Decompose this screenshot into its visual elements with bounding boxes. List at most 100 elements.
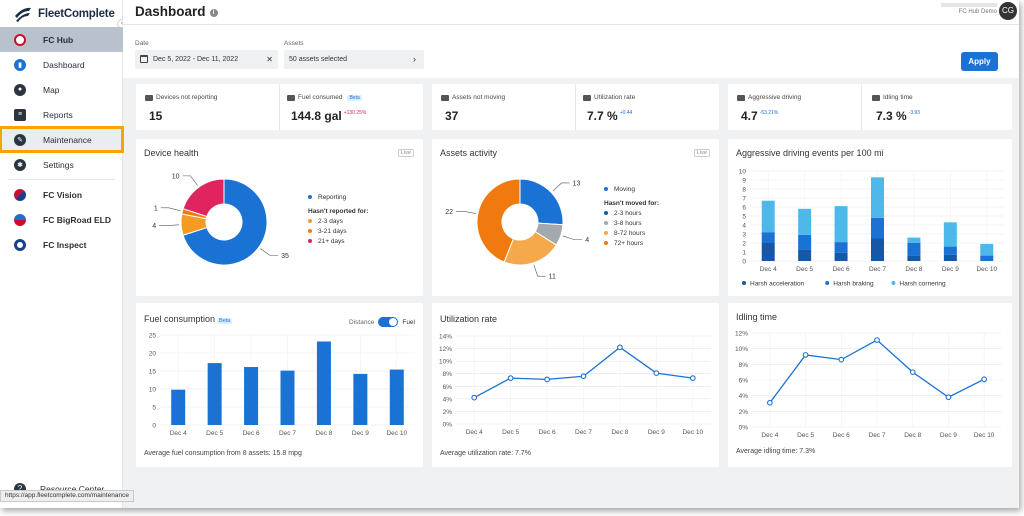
card-title: Idling time bbox=[736, 312, 778, 322]
fuel-icon bbox=[287, 94, 295, 101]
sidebar-item-fc-vision[interactable]: FC Vision bbox=[0, 182, 123, 207]
kpi-utilization-rate[interactable]: Utilization rate 7.7 % +0.44 bbox=[583, 84, 718, 130]
donut-slice bbox=[182, 178, 268, 266]
card-title: Device health bbox=[144, 148, 199, 158]
fc-vision-icon bbox=[14, 188, 26, 201]
sidebar-item-reports[interactable]: ≡ Reports bbox=[0, 102, 123, 127]
fleetcomplete-logo-icon bbox=[15, 7, 31, 22]
data-point bbox=[617, 344, 623, 351]
y-tick-label: 20 bbox=[149, 351, 157, 358]
y-tick-label: 14% bbox=[439, 334, 452, 341]
assets-label: Assets bbox=[284, 40, 304, 47]
y-tick-label: 12% bbox=[439, 346, 452, 353]
y-tick-label: 12% bbox=[735, 331, 748, 338]
sidebar-item-label: FC Hub bbox=[43, 34, 74, 45]
info-icon[interactable]: i bbox=[209, 9, 218, 17]
data-point bbox=[838, 356, 845, 363]
avatar[interactable]: CG bbox=[999, 2, 1017, 20]
y-tick-label: 0% bbox=[739, 425, 749, 432]
y-tick-label: 25 bbox=[149, 333, 157, 340]
y-tick-label: 8% bbox=[739, 362, 749, 369]
bar-segment bbox=[798, 208, 812, 235]
kpi-aggressive-driving[interactable]: Aggressive driving 4.7 -53.21% bbox=[737, 84, 862, 130]
idling-time-chart: 0% 2% 4% 6% 8% 10% 12% Dec 4 Dec 5 Dec 6 Dec 7 Dec … bbox=[735, 331, 1002, 439]
assets-selector[interactable]: 50 assets selected › bbox=[284, 50, 424, 69]
slice-value-label: 4 bbox=[585, 237, 589, 244]
slice-value-label: 35 bbox=[281, 253, 289, 260]
data-point bbox=[802, 352, 809, 358]
x-tick-label: Dec 9 bbox=[648, 429, 665, 436]
kpi-value: 37 bbox=[445, 109, 459, 123]
bar-segment bbox=[761, 243, 775, 261]
x-tick-label: Dec 4 bbox=[760, 266, 777, 273]
sidebar-item-label: Map bbox=[43, 84, 60, 95]
y-tick-label: 5 bbox=[742, 214, 746, 221]
card-title: Utilization rate bbox=[440, 314, 498, 324]
date-range-picker[interactable]: Dec 5, 2022 - Dec 11, 2022 ✕ bbox=[135, 50, 278, 69]
legend-label: 2-3 days bbox=[318, 217, 343, 225]
legend-label: Harsh cornering bbox=[899, 281, 946, 288]
card-title: Fuel consumption Beta bbox=[144, 314, 233, 324]
date-label: Date bbox=[135, 40, 149, 47]
donut-slice bbox=[182, 178, 225, 218]
card-title: Assets activity bbox=[440, 148, 498, 158]
legend-item: 3-8 hours bbox=[604, 218, 659, 228]
y-tick-label: 0 bbox=[742, 259, 746, 266]
legend-swatch bbox=[604, 187, 608, 191]
sidebar-item-map[interactable]: ● Map bbox=[0, 77, 123, 102]
y-tick-label: 0 bbox=[152, 423, 156, 430]
x-tick-label: Dec 6 bbox=[833, 432, 850, 439]
legend-label: 21+ days bbox=[318, 237, 345, 245]
slice-leader-line bbox=[552, 182, 570, 192]
kpi-value-text: 7.7 % bbox=[587, 109, 618, 123]
kpi-fuel-consumed[interactable]: Fuel consumed Beta 144.8 gal +130.25% bbox=[287, 84, 422, 130]
bar bbox=[280, 370, 295, 425]
sidebar-item-maintenance[interactable]: ✎ Maintenance bbox=[0, 126, 124, 153]
kpi-value: 7.3 % -3.93 bbox=[876, 109, 920, 123]
legend-label: 8-72 hours bbox=[614, 229, 646, 237]
sidebar-item-fc-inspect[interactable]: FC Inspect bbox=[0, 232, 123, 257]
bar-segment bbox=[943, 222, 957, 247]
slice-value-label: 13 bbox=[573, 180, 581, 187]
slice-value-label: 4 bbox=[152, 223, 156, 230]
y-tick-label: 6% bbox=[443, 384, 453, 391]
kpi-devices-not-reporting[interactable]: Devices not reporting 15 bbox=[145, 84, 280, 130]
sidebar-item-dashboard[interactable]: ▮ Dashboard bbox=[0, 52, 123, 77]
distance-fuel-toggle[interactable]: Distance Fuel bbox=[349, 317, 415, 327]
kpi-assets-not-moving[interactable]: Assets not moving 37 bbox=[441, 84, 576, 130]
toggle-switch[interactable] bbox=[378, 317, 399, 327]
kpi-label-text: Idling time bbox=[883, 94, 913, 101]
card-footnote: Average fuel consumption from 8 assets: … bbox=[144, 450, 302, 457]
kpi-label: Devices not reporting bbox=[145, 94, 217, 101]
x-tick-label: Dec 8 bbox=[611, 429, 628, 436]
toggle-left-label: Distance bbox=[349, 318, 375, 326]
logo[interactable]: FleetComplete bbox=[14, 4, 115, 24]
legend-swatch bbox=[308, 239, 312, 243]
y-tick-label: 6 bbox=[742, 205, 746, 212]
y-tick-label: 9 bbox=[742, 178, 746, 185]
slice-leader-line bbox=[182, 175, 198, 186]
x-tick-label: Dec 6 bbox=[243, 430, 260, 437]
resource-center-label: Resource Center bbox=[40, 484, 105, 494]
legend-label: 3-8 hours bbox=[614, 219, 642, 227]
toggle-right-label: Fuel bbox=[402, 318, 415, 326]
bar-segment bbox=[871, 177, 884, 218]
data-point bbox=[874, 337, 880, 343]
apply-button[interactable]: Apply bbox=[961, 52, 998, 71]
kpi-idling-time[interactable]: Idling time 7.3 % -3.93 bbox=[872, 84, 1007, 130]
app-window: FleetComplete ‹ FC Hub ▮ Dashboard ● Map… bbox=[0, 0, 1019, 508]
sidebar-item-settings[interactable]: ✱ Settings bbox=[0, 152, 123, 177]
y-tick-label: 10 bbox=[149, 387, 157, 394]
clear-date-icon[interactable]: ✕ bbox=[266, 55, 273, 64]
sidebar-item-label: Settings bbox=[43, 159, 74, 170]
legend-item: 8-72 hours bbox=[604, 228, 659, 238]
x-tick-label: Dec 8 bbox=[315, 430, 332, 437]
x-tick-label: Dec 10 bbox=[976, 266, 997, 273]
y-tick-label: 4% bbox=[443, 396, 453, 403]
kpi-value: 4.7 -53.21% bbox=[741, 109, 778, 123]
legend-item: Moving bbox=[604, 184, 659, 194]
legend-swatch bbox=[604, 211, 608, 215]
sidebar-item-fc-hub[interactable]: FC Hub bbox=[0, 27, 123, 52]
sidebar-item-fc-bigroad-eld[interactable]: FC BigRoad ELD bbox=[0, 207, 123, 232]
user-info[interactable]: FC Hub Demo bbox=[941, 3, 997, 16]
